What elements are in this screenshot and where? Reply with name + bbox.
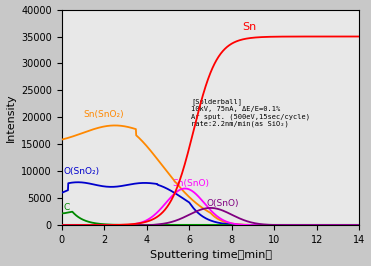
Text: Sn: Sn (242, 22, 257, 32)
Text: C: C (64, 203, 70, 212)
Text: [Solderball]
10kV, 75nA, ΔE/E=0.1%
Ar sput. (500eV,15sec/cycle)
rate:2.2nm/min(a: [Solderball] 10kV, 75nA, ΔE/E=0.1% Ar sp… (191, 98, 311, 127)
Text: Sn(SnO): Sn(SnO) (172, 179, 209, 188)
Text: O(SnO₂): O(SnO₂) (64, 167, 100, 176)
Text: Sn(SnO₂): Sn(SnO₂) (83, 110, 124, 119)
Y-axis label: Intensity: Intensity (6, 93, 16, 142)
Text: O(SnO): O(SnO) (206, 199, 239, 208)
X-axis label: Sputtering time（min）: Sputtering time（min） (150, 251, 272, 260)
